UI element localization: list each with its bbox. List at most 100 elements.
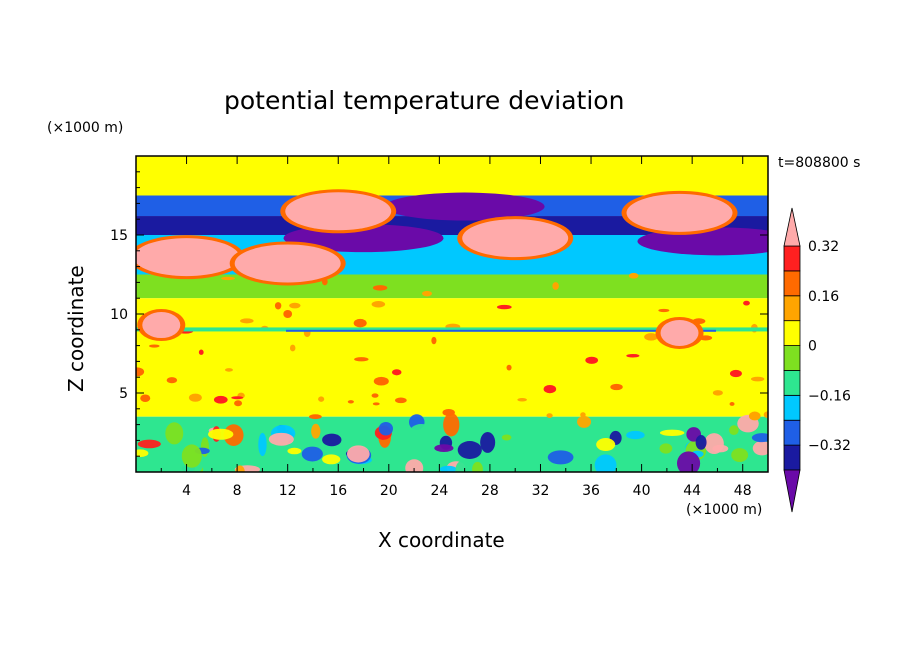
- speckle: [729, 369, 742, 378]
- boundary-eddy: [405, 459, 424, 472]
- warm-anomaly-4: [631, 196, 728, 229]
- speckle: [371, 393, 379, 398]
- boundary-eddy: [455, 461, 467, 472]
- boundary-eddy: [535, 447, 545, 469]
- boundary-eddy: [751, 433, 768, 443]
- colorbar-label: −0.16: [808, 388, 851, 404]
- boundary-eddy: [506, 437, 525, 461]
- speckle: [506, 364, 512, 371]
- colorbar-box: [783, 345, 801, 371]
- speckle: [580, 412, 586, 418]
- warm-anomaly-6: [147, 315, 176, 336]
- x-tick-label: 16: [329, 483, 347, 499]
- boundary-eddy: [594, 454, 617, 472]
- boundary-eddy: [577, 415, 592, 428]
- boundary-eddy: [457, 441, 482, 459]
- speckle: [166, 377, 178, 384]
- speckle: [763, 411, 768, 418]
- colorbar-box: [783, 370, 801, 396]
- boundary-eddy: [626, 430, 645, 440]
- speckle: [149, 344, 160, 348]
- warm-anomaly-5: [665, 322, 694, 343]
- speckle: [729, 402, 735, 406]
- speckle: [552, 282, 559, 290]
- speckle: [431, 336, 437, 345]
- speckle: [224, 368, 233, 372]
- boundary-eddy: [731, 448, 749, 463]
- colorbar-box: [783, 270, 801, 297]
- speckle: [626, 353, 640, 358]
- boundary-eddy: [472, 461, 483, 472]
- speckle: [517, 397, 527, 402]
- boundary-eddy: [136, 449, 149, 458]
- speckle: [372, 285, 388, 291]
- boundary-eddy: [311, 423, 321, 439]
- y-tick-label: 15: [110, 228, 128, 244]
- speckle: [644, 333, 658, 341]
- boundary-eddy: [547, 450, 574, 465]
- speckle: [748, 411, 761, 421]
- time-label: t=808800 s: [778, 155, 861, 171]
- boundary-eddy: [480, 431, 496, 453]
- boundary-eddy: [596, 438, 616, 451]
- speckle: [140, 394, 151, 402]
- speckle: [750, 376, 765, 382]
- z-unit-label: (×1000 m): [47, 120, 124, 136]
- colorbar-label: 0: [808, 339, 817, 355]
- speckle: [353, 318, 367, 328]
- speckle: [309, 414, 322, 420]
- speckle: [240, 318, 254, 324]
- boundary-eddy: [165, 422, 184, 445]
- boundary-eddy: [712, 444, 729, 453]
- speckle: [318, 396, 325, 402]
- x-tick-label: 48: [734, 483, 752, 499]
- speckle: [274, 302, 282, 310]
- speckle: [585, 356, 599, 364]
- boundary-eddy: [659, 443, 673, 454]
- speckle: [289, 344, 296, 352]
- x-tick-label: 28: [481, 483, 499, 499]
- x-tick-label: 32: [532, 483, 550, 499]
- x-unit-label: (×1000 m): [686, 502, 763, 518]
- colorbar-label: −0.32: [808, 438, 851, 454]
- boundary-eddy: [676, 451, 701, 472]
- speckle: [372, 402, 380, 406]
- boundary-eddy: [378, 421, 393, 436]
- boundary-eddy: [322, 433, 342, 447]
- boundary-eddy: [501, 434, 512, 441]
- x-tick-label: 24: [430, 483, 448, 499]
- boundary-eddy: [695, 434, 707, 450]
- heatmap-field: [136, 156, 768, 472]
- x-tick-label: 12: [279, 483, 297, 499]
- speckle: [743, 300, 750, 306]
- speckle: [136, 367, 145, 377]
- boundary-eddy: [301, 446, 323, 462]
- boundary-eddy: [752, 440, 768, 456]
- speckle: [543, 384, 557, 394]
- boundary-eddy: [268, 432, 294, 446]
- x-axis-label: X coordinate: [378, 528, 505, 552]
- speckle: [395, 397, 407, 404]
- chart-title-text: potential temperature deviation: [224, 86, 625, 115]
- warm-anomaly-3: [467, 222, 564, 255]
- boundary-eddy: [181, 444, 202, 468]
- boundary-eddy: [443, 413, 460, 437]
- speckle: [354, 357, 369, 362]
- boundary-eddy: [258, 432, 267, 457]
- x-tick-label: 4: [182, 483, 191, 499]
- speckle: [221, 276, 236, 281]
- colorbar-box: [783, 295, 801, 322]
- cold-anomaly-0: [384, 192, 545, 221]
- warm-anomaly-0: [138, 241, 235, 274]
- x-tick-label: 44: [683, 483, 701, 499]
- speckle: [496, 304, 512, 310]
- boundary-eddy: [208, 428, 234, 440]
- colorbar-box: [783, 394, 801, 421]
- speckle: [628, 272, 639, 279]
- warm-anomaly-1: [239, 247, 336, 280]
- x-tick-label: 8: [233, 483, 242, 499]
- speckle: [712, 390, 723, 396]
- speckle: [391, 369, 402, 376]
